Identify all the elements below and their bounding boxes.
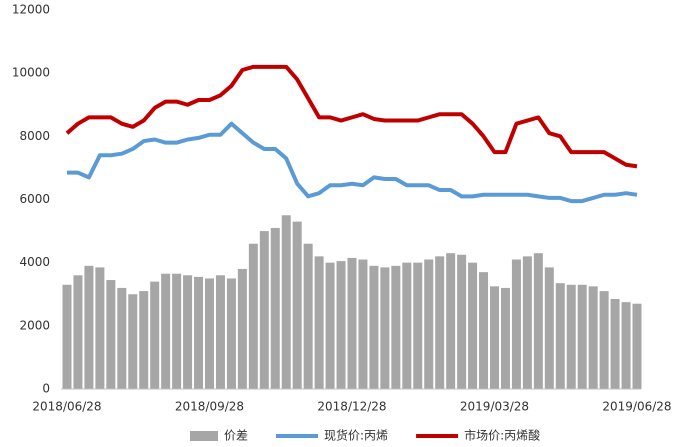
bar (566, 284, 576, 389)
bar (205, 278, 214, 389)
bar (402, 262, 412, 389)
bar (237, 268, 247, 389)
bar (270, 227, 280, 389)
bar (588, 286, 598, 389)
bar (194, 276, 204, 389)
bar (413, 262, 423, 389)
bar (117, 287, 127, 389)
bar (172, 273, 182, 389)
y-tick-label: 4000 (19, 255, 50, 269)
y-tick-label: 6000 (19, 192, 50, 206)
bar (292, 221, 302, 389)
bar (347, 257, 357, 389)
bar (632, 303, 642, 389)
bar (544, 267, 554, 389)
bar (468, 262, 478, 389)
bar (457, 254, 467, 389)
bar (303, 243, 313, 389)
bar (161, 273, 171, 389)
bar (610, 298, 620, 389)
bar (139, 291, 149, 389)
bar (358, 259, 368, 389)
x-tick-label: 2019/06/28 (602, 400, 671, 414)
x-tick-label: 2019/03/28 (460, 400, 529, 414)
bar (555, 283, 565, 389)
bar (281, 215, 291, 389)
bar (533, 253, 543, 389)
bar (336, 261, 346, 389)
bar (621, 302, 631, 389)
bar (226, 278, 236, 389)
y-tick-label: 8000 (19, 129, 50, 143)
bar (106, 280, 116, 389)
y-tick-label: 12000 (12, 3, 50, 17)
bar (95, 267, 105, 389)
line (67, 121, 638, 204)
bar (511, 259, 521, 389)
bar (73, 275, 83, 389)
bar (522, 256, 532, 389)
bar (62, 284, 72, 389)
legend-label: 现货价:丙烯 (324, 428, 388, 443)
bar (259, 231, 269, 389)
bar (325, 262, 335, 389)
y-tick-label: 0 (42, 382, 50, 396)
bar (577, 284, 587, 389)
legend-swatch (190, 431, 218, 441)
bar (84, 265, 94, 389)
bar (446, 253, 456, 389)
bar (369, 265, 379, 389)
bar (248, 243, 258, 389)
bar (599, 291, 609, 389)
bar (435, 256, 445, 389)
bar (314, 256, 324, 389)
bar (183, 275, 193, 389)
line (65, 64, 638, 169)
bar (391, 265, 401, 389)
bar (500, 287, 510, 389)
bar (479, 272, 489, 389)
legend-label: 市场价:丙烯酸 (464, 428, 540, 443)
bar (150, 281, 160, 389)
x-tick-label: 2018/12/28 (317, 400, 386, 414)
bar (128, 294, 138, 389)
y-tick-label: 10000 (12, 66, 50, 80)
x-tick-label: 2018/06/28 (32, 400, 101, 414)
y-tick-label: 2000 (19, 318, 50, 332)
bar (490, 286, 499, 389)
bar (380, 267, 390, 389)
bar (215, 275, 225, 389)
legend-label: 价差 (224, 429, 248, 443)
bar (424, 259, 434, 389)
x-tick-label: 2018/09/28 (175, 400, 244, 414)
